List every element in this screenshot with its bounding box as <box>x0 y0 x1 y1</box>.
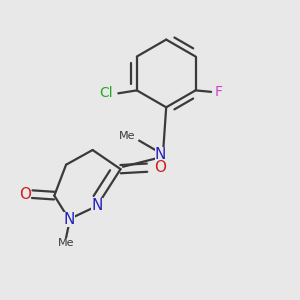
Text: N: N <box>91 198 103 213</box>
Text: F: F <box>215 85 223 99</box>
Text: N: N <box>63 212 75 227</box>
Text: N: N <box>154 147 166 162</box>
Text: Me: Me <box>58 238 74 248</box>
Text: O: O <box>19 187 31 202</box>
Text: Cl: Cl <box>100 86 113 100</box>
Text: O: O <box>154 160 166 175</box>
Text: Me: Me <box>119 131 135 141</box>
